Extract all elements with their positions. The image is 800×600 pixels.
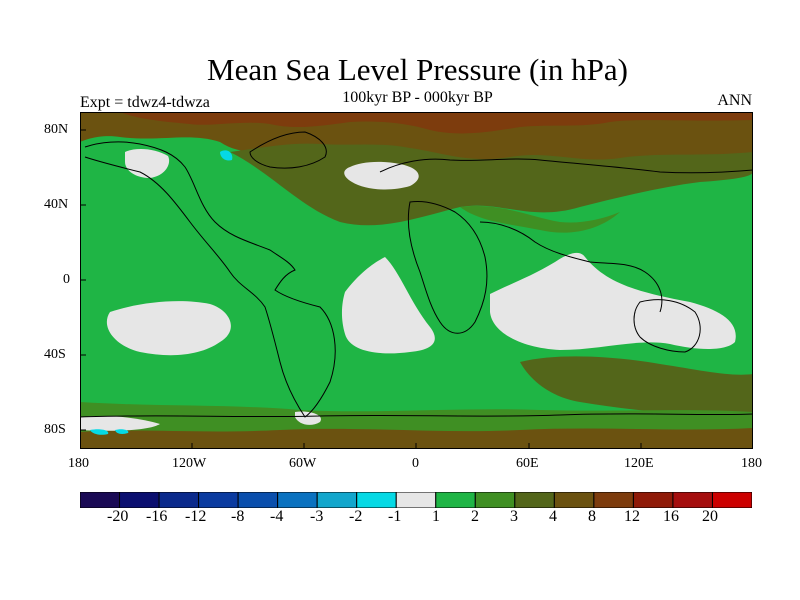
field-region-antarctic-high: [80, 428, 753, 449]
field-region-cyan-south-2: [115, 429, 129, 434]
colorbar-label: 1: [432, 508, 440, 525]
colorbar-swatch: [632, 492, 674, 508]
field-region-southern-olive: [520, 356, 753, 414]
lon-tick-label: 120E: [624, 456, 654, 471]
field-region-cyan-north: [220, 150, 233, 161]
lon-tick-label: 60W: [289, 456, 317, 471]
colorbar-swatch: [356, 492, 397, 508]
lat-tick-label: 0: [63, 272, 70, 287]
field-region-indian-grey: [490, 252, 736, 350]
colorbar-swatch: [80, 492, 121, 508]
lon-tick-label: 60E: [516, 456, 539, 471]
colorbar-label: 8: [588, 508, 596, 525]
season-label: ANN: [717, 92, 752, 109]
field-region-north-high: [80, 112, 753, 169]
field-region-north-peak: [120, 112, 753, 134]
colorbar-label: -20: [107, 508, 129, 525]
lon-tick-label: 180: [68, 456, 89, 471]
lon-tick-label: 120W: [172, 456, 207, 471]
colorbar-swatch: [158, 492, 200, 508]
chart-subtitle: 100kyr BP - 000kyr BP: [342, 89, 493, 106]
colorbar-swatch: [711, 492, 752, 508]
colorbar-label: -3: [310, 508, 324, 525]
colorbar-label: 16: [663, 508, 679, 525]
colorbar-label: 4: [549, 508, 557, 525]
chart-title: Mean Sea Level Pressure (in hPa): [207, 52, 628, 87]
experiment-label: Expt = tdwz4-tdwza: [80, 94, 210, 111]
colorbar-label: -8: [231, 508, 245, 525]
field-region-eurasia-lower: [460, 205, 620, 233]
colorbar: [80, 492, 752, 508]
lon-tick-label: 180: [741, 456, 762, 471]
colorbar-label: -1: [388, 508, 402, 525]
field-region-south-atlantic-grey: [341, 257, 435, 354]
colorbar-swatch: [395, 492, 437, 508]
lon-tick-label: 0: [412, 456, 419, 471]
colorbar-swatch: [277, 492, 318, 508]
coastlines: [80, 131, 753, 418]
field-region-weddell-grey: [295, 411, 321, 425]
colorbar-swatch: [593, 492, 634, 508]
colorbar-swatch: [435, 492, 476, 508]
colorbar-label: 2: [471, 508, 479, 525]
colorbar-swatch: [198, 492, 239, 508]
map-ticks: [80, 129, 642, 449]
field-region-north-atlantic-grey: [344, 161, 419, 190]
field-region-cyan-south: [90, 429, 109, 435]
colorbar-swatch: [672, 492, 713, 508]
lat-tick-label: 80S: [44, 422, 66, 437]
colorbar-label: 12: [624, 508, 640, 525]
lat-tick-label: 40N: [44, 197, 69, 212]
colorbar-swatch: [474, 492, 516, 508]
colorbar-swatch: [514, 492, 555, 508]
colorbar-label: -12: [185, 508, 207, 525]
lat-tick-label: 40S: [44, 347, 66, 362]
colorbar-label: -2: [349, 508, 363, 525]
colorbar-swatch: [237, 492, 279, 508]
colorbar-swatch: [553, 492, 595, 508]
colorbar-swatch: [316, 492, 358, 508]
colorbar-swatch: [119, 492, 160, 508]
field-region-south-pacific-grey: [106, 301, 231, 356]
field-region-antarctic-grey: [80, 415, 160, 431]
colorbar-label: -16: [146, 508, 168, 525]
colorbar-label: 3: [510, 508, 518, 525]
lat-tick-label: 80N: [44, 122, 69, 137]
pressure-map: [80, 112, 753, 449]
colorbar-label: -4: [270, 508, 284, 525]
colorbar-label: 20: [702, 508, 718, 525]
